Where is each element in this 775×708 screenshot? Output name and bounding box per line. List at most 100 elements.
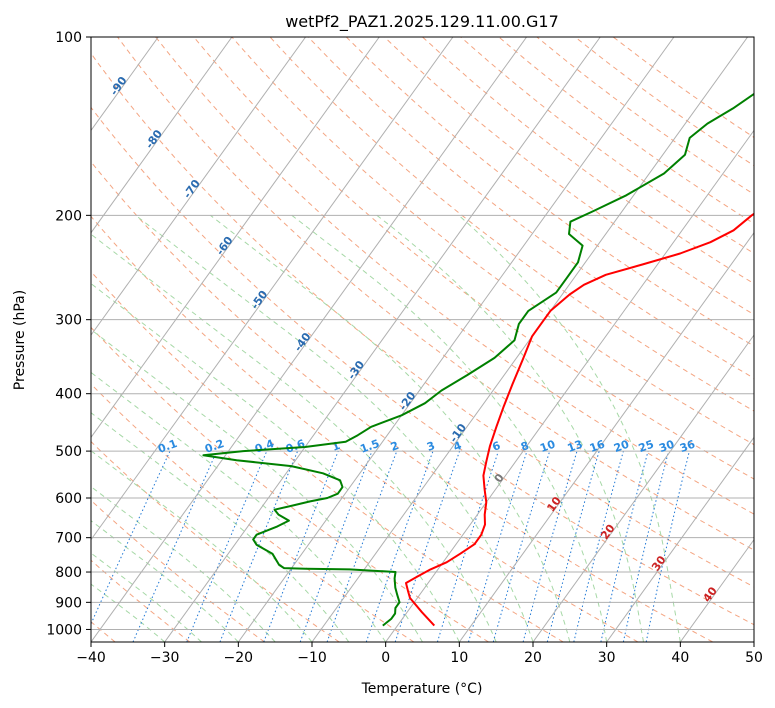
- mixing-ratio-line: [132, 450, 218, 642]
- isotherm-label: -80: [143, 127, 165, 151]
- isotherm-label: 40: [700, 584, 720, 604]
- dry-adiabat-line: [91, 383, 415, 642]
- mixing-ratio-label: 3: [425, 439, 437, 454]
- x-tick-label: −10: [297, 650, 327, 666]
- mixing-ratio-line: [600, 450, 649, 642]
- mixing-ratio-label: 10: [538, 438, 557, 456]
- mixing-ratio-line: [573, 450, 624, 642]
- dry-adiabat-line: [91, 106, 754, 626]
- isotherm-line: [91, 37, 233, 234]
- dry-adiabat-line: [574, 37, 754, 167]
- isotherm-line: [0, 37, 11, 642]
- moist-adiabat-line: [91, 520, 239, 642]
- x-tick-label: 40: [671, 650, 689, 666]
- moist-adiabat-line: [91, 282, 460, 642]
- chart-title: wetPf2_PAZ1.2025.129.11.00.G17: [285, 12, 559, 32]
- isotherm-line: [753, 641, 754, 642]
- mixing-ratio-line: [219, 450, 299, 642]
- mixing-ratio-label: 1: [330, 439, 342, 454]
- background-lines: [91, 37, 754, 642]
- mixing-ratio-label: 0.6: [284, 437, 307, 456]
- x-tick-label: 30: [598, 650, 616, 666]
- isotherm-label: 20: [598, 522, 618, 542]
- isotherm-label: -20: [396, 389, 418, 413]
- y-axis: 100 200 300 400 500 600 700 800 900 1000: [46, 30, 91, 638]
- dry-adiabat-line: [155, 37, 754, 515]
- dry-adiabat-line: [460, 37, 754, 254]
- x-axis-label: Temperature (°C): [361, 681, 483, 697]
- dry-adiabat-line: [91, 326, 489, 642]
- mixing-ratio-line: [299, 450, 373, 642]
- dry-adiabat-line: [498, 37, 754, 225]
- dry-adiabat-line: [91, 440, 340, 642]
- isotherm-line: [164, 37, 601, 642]
- mixing-ratio-label: 25: [637, 438, 656, 455]
- isotherm-line: [237, 37, 675, 642]
- isoline-labels: -100-90-80-70-60-50-40-30-20-10010203040…: [107, 74, 720, 605]
- moist-adiabat-line: [210, 214, 571, 642]
- y-tick-label: 400: [55, 387, 82, 403]
- x-tick-label: −20: [224, 650, 254, 666]
- isotherm-line: [385, 129, 754, 642]
- dry-adiabat-line: [91, 559, 191, 642]
- isotherm-line: [679, 538, 754, 642]
- y-tick-label: 900: [55, 595, 82, 611]
- x-tick-label: 0: [381, 650, 390, 666]
- plot-frame: [90, 36, 755, 643]
- dry-adiabat-line: [91, 161, 713, 642]
- y-tick-label: 500: [55, 444, 82, 460]
- mixing-ratio-line: [365, 450, 434, 642]
- mixing-ratio-line: [522, 450, 578, 642]
- isotherm-line: [458, 231, 754, 642]
- mixing-ratio-label: 0.2: [203, 437, 226, 456]
- y-tick-label: 600: [55, 491, 82, 507]
- x-tick-label: −40: [76, 650, 106, 666]
- mixing-ratio-line: [436, 450, 499, 642]
- plot-area: -100-90-80-70-60-50-40-30-20-10010203040…: [0, 37, 754, 642]
- moist-adiabat-line: [91, 583, 166, 642]
- dry-adiabat-line: [269, 37, 754, 412]
- x-tick-label: −30: [150, 650, 180, 666]
- profile-line: [405, 212, 754, 627]
- dry-adiabat-line: [422, 37, 754, 285]
- profile-lines: [202, 92, 754, 627]
- dry-adiabat-line: [384, 37, 754, 316]
- isotherm-line: [91, 37, 454, 541]
- mixing-ratio-line: [394, 450, 461, 642]
- moist-adiabat-line: [91, 412, 350, 642]
- x-axis: −40 −30 −20 −10 0 10 20 30 40 50: [76, 642, 763, 666]
- isotherm-label: -50: [248, 288, 270, 312]
- dry-adiabat-line: [91, 499, 265, 642]
- moist-adiabat-line: [91, 552, 202, 642]
- moist-adiabat-line: [135, 214, 534, 642]
- mixing-ratio-label: 36: [678, 438, 697, 456]
- dry-adiabat-line: [307, 37, 754, 379]
- dry-adiabat-line: [91, 52, 754, 588]
- isotherm-label: -60: [213, 234, 235, 258]
- mixing-ratio-line: [622, 450, 670, 642]
- mixing-ratio-line: [91, 450, 171, 625]
- y-tick-label: 300: [55, 313, 82, 329]
- isotherm-label: 30: [649, 553, 669, 573]
- isotherm-label: -70: [181, 177, 203, 201]
- isotherm-line: [91, 37, 307, 336]
- moist-adiabat-line: [91, 328, 423, 642]
- moist-adiabat-line: [376, 214, 644, 642]
- moist-adiabat-line: [91, 450, 313, 642]
- mixing-ratio-label: 16: [588, 438, 607, 456]
- mixing-ratio-label: 8: [519, 439, 531, 454]
- moist-adiabat-line: [291, 214, 608, 642]
- isotherm-line: [91, 37, 528, 642]
- y-tick-label: 200: [55, 208, 82, 224]
- x-tick-label: 10: [450, 650, 468, 666]
- mixing-ratio-label: 4: [452, 439, 464, 454]
- dry-adiabat-line: [91, 270, 564, 642]
- isotherm-label: -90: [107, 74, 129, 98]
- isotherm-line: [606, 436, 754, 642]
- mixing-ratio-line: [546, 450, 600, 642]
- mixing-ratio-label: 6: [491, 439, 503, 454]
- moist-adiabat-line: [91, 233, 497, 642]
- y-tick-label: 800: [55, 565, 82, 581]
- x-tick-label: 50: [745, 650, 763, 666]
